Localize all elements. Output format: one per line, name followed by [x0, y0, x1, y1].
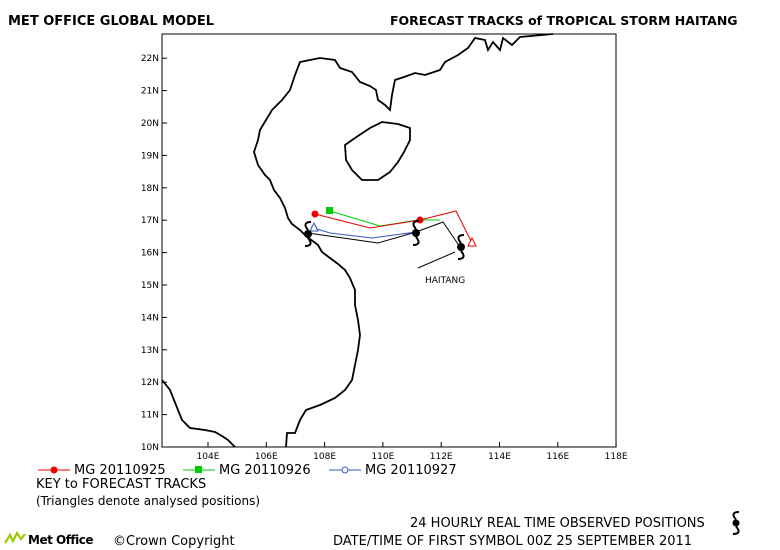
track-mg-20110927: [313, 227, 417, 239]
lat-axis: 10N 11N 12N 13N 14N 15N 16N 17N 18N 19N 20N 21N 22N: [141, 54, 167, 453]
legend-marker-red: [50, 466, 58, 474]
lon-axis: 104E 106E 108E 110E 112E 114E 116E 118E: [197, 442, 628, 462]
lat-tick-label: 18N: [141, 184, 159, 194]
lon-tick-label: 108E: [313, 452, 336, 462]
lon-tick-label: 106E: [255, 452, 278, 462]
lat-tick-label: 22N: [141, 54, 159, 64]
lat-tick-label: 14N: [141, 313, 159, 323]
copyright: ©Crown Copyright: [113, 534, 235, 549]
lat-tick-label: 13N: [141, 346, 159, 356]
lat-tick-label: 16N: [141, 249, 159, 259]
storm-label: HAITANG: [425, 276, 465, 286]
lon-tick-label: 110E: [371, 452, 394, 462]
legend-marker-blue: [341, 466, 349, 474]
storm-symbol-icon: [457, 234, 465, 260]
storm-label-pointer: [417, 251, 456, 269]
tropical-storm-icon: [732, 511, 740, 535]
analysed-triangle-red: [467, 236, 477, 247]
track-mg-20110925-point: [416, 216, 424, 224]
legend-label-mg-20110926: MG 20110926: [219, 463, 311, 478]
lat-tick-label: 10N: [141, 443, 159, 453]
analysed-triangle-blue: [309, 221, 319, 232]
lat-tick-label: 20N: [141, 119, 159, 129]
lon-tick-label: 112E: [430, 452, 453, 462]
coastline-southwest: [161, 379, 236, 448]
legend-marker-green: [195, 466, 202, 473]
lon-tick-label: 104E: [197, 452, 220, 462]
key-note: (Triangles denote analysed positions): [36, 494, 261, 508]
observed-positions-label: 24 HOURLY REAL TIME OBSERVED POSITIONS: [410, 516, 705, 531]
lat-tick-label: 15N: [141, 281, 159, 291]
storm-symbol-icon: [412, 220, 420, 246]
lat-tick-label: 12N: [141, 378, 159, 388]
track-mg-20110926-start: [326, 207, 333, 214]
map-frame: [161, 33, 617, 448]
lon-tick-label: 118E: [605, 452, 628, 462]
lat-tick-label: 11N: [141, 411, 159, 421]
lat-tick-label: 17N: [141, 216, 159, 226]
lat-tick-label: 21N: [141, 87, 159, 97]
hainan-island: [344, 121, 411, 181]
key-title: KEY to FORECAST TRACKS: [36, 477, 207, 492]
lon-tick-label: 116E: [546, 452, 569, 462]
left-title: MET OFFICE GLOBAL MODEL: [8, 14, 215, 29]
track-mg-20110926: [329, 210, 440, 227]
legend-label-mg-20110925: MG 20110925: [74, 463, 166, 478]
lat-tick-label: 19N: [141, 151, 159, 161]
legend-label-mg-20110927: MG 20110927: [365, 463, 457, 478]
lon-tick-label: 114E: [488, 452, 511, 462]
coastline-mainland: [253, 33, 554, 448]
date-time-label: DATE/TIME OF FIRST SYMBOL 00Z 25 SEPTEMB…: [333, 534, 693, 549]
right-title: FORECAST TRACKS of TROPICAL STORM HAITAN…: [390, 13, 738, 28]
met-office-logo-icon: [4, 530, 26, 544]
storm-symbol-icon: [304, 221, 312, 247]
track-mg-20110925-start: [311, 210, 319, 218]
met-office-logo-text: Met Office: [28, 533, 94, 547]
